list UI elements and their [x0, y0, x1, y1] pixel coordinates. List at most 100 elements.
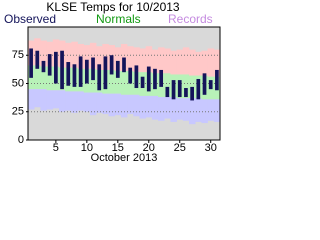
- normal-band: [34, 65, 41, 90]
- normal-band: [164, 73, 171, 98]
- x-axis-label: October 2013: [91, 152, 158, 164]
- x-tick-label: 20: [143, 142, 155, 154]
- record-low-band: [207, 99, 215, 121]
- record-high-band: [139, 48, 146, 73]
- observed-bar: [159, 69, 164, 87]
- record-low-band: [151, 95, 159, 120]
- observed-bar: [60, 50, 64, 90]
- normal-band: [120, 71, 128, 95]
- observed-bar: [122, 57, 126, 73]
- observed-bar: [35, 50, 40, 69]
- record-low-band: [120, 94, 128, 118]
- observed-bar: [146, 66, 151, 92]
- record-low-band: [52, 90, 60, 109]
- record-high-band: [207, 48, 215, 77]
- record-high-band: [114, 47, 122, 72]
- observed-bar: [215, 69, 219, 91]
- record-low-band: [182, 98, 190, 121]
- observed-bar: [140, 76, 145, 89]
- observed-bar: [103, 56, 108, 90]
- record-low-band: [213, 99, 221, 122]
- observed-bar: [29, 48, 33, 78]
- legend-entry: Records: [168, 12, 213, 26]
- y-tick-label: 25: [12, 106, 24, 118]
- record-low-band: [58, 90, 66, 112]
- observed-bar: [202, 73, 207, 95]
- record-high-band: [151, 49, 159, 74]
- record-low-band: [139, 95, 146, 119]
- normal-band: [40, 66, 47, 90]
- y-tick-label: 75: [12, 49, 24, 61]
- record-low-band: [102, 93, 109, 115]
- observed-bar: [134, 65, 139, 89]
- normal-band: [46, 66, 54, 91]
- x-tick-label: 10: [81, 142, 93, 154]
- record-low-band: [201, 99, 208, 124]
- normal-band: [182, 74, 190, 99]
- record-low-band: [164, 97, 171, 119]
- record-high-band: [201, 50, 208, 76]
- normal-band: [89, 68, 97, 93]
- record-high-band: [145, 46, 153, 73]
- observed-bar: [184, 88, 188, 98]
- record-high-band: [40, 40, 47, 67]
- observed-bar: [78, 56, 83, 87]
- y-tick-label: 50: [12, 77, 24, 89]
- record-low-band: [34, 89, 41, 108]
- record-low-band: [77, 91, 85, 111]
- record-low-band: [83, 92, 91, 112]
- record-high-band: [158, 47, 165, 74]
- record-low-band: [71, 91, 78, 113]
- x-tick-label: 30: [205, 142, 217, 154]
- record-low-band: [158, 97, 165, 121]
- legend-entry: Observed: [4, 12, 56, 26]
- observed-bar: [84, 59, 89, 84]
- observed-bar: [97, 64, 102, 91]
- record-low-band: [170, 97, 177, 122]
- record-high-band: [127, 46, 134, 72]
- observed-bar: [109, 55, 114, 75]
- x-tick-label: 15: [112, 142, 124, 154]
- observed-bar: [165, 86, 170, 98]
- observed-bar: [72, 64, 77, 87]
- observed-bar: [208, 80, 213, 90]
- plot-border: [27, 26, 221, 141]
- record-low-band: [40, 89, 47, 111]
- record-high-band: [71, 41, 78, 68]
- record-high-band: [189, 49, 196, 76]
- observed-bar: [190, 86, 194, 101]
- observed-bar: [128, 67, 133, 84]
- observed-bar: [177, 80, 182, 98]
- observed-bar: [171, 80, 176, 100]
- record-low-band: [189, 98, 196, 125]
- record-high-band: [170, 50, 177, 75]
- record-low-band: [46, 90, 54, 110]
- record-high-band: [176, 49, 184, 75]
- observed-bar: [54, 51, 58, 84]
- record-high-band: [195, 51, 202, 76]
- record-high-band: [182, 47, 190, 75]
- normal-band: [114, 71, 122, 94]
- normal-band: [108, 69, 116, 94]
- chart-title: KLSE Temps for 10/2013: [46, 0, 180, 14]
- record-high-band: [213, 49, 221, 77]
- record-low-band: [89, 92, 97, 116]
- record-low-band: [96, 92, 103, 113]
- observed-bar: [41, 60, 46, 73]
- observed-bar: [196, 78, 201, 100]
- record-high-band: [65, 42, 72, 68]
- record-low-band: [133, 94, 140, 117]
- observed-bar: [153, 68, 157, 90]
- record-low-band: [145, 95, 153, 118]
- x-tick-label: 25: [174, 142, 186, 154]
- y-tick-label: 0: [18, 134, 24, 146]
- record-low-band: [176, 98, 184, 120]
- record-low-band: [108, 93, 116, 117]
- record-high-band: [164, 48, 171, 74]
- record-high-band: [133, 47, 140, 73]
- record-high-band: [77, 43, 85, 69]
- record-high-band: [96, 46, 103, 70]
- observed-bar: [91, 57, 95, 81]
- record-low-band: [65, 91, 72, 111]
- chart: KLSE Temps for 10/2013 October 2013 0 25 5…: [4, 0, 221, 164]
